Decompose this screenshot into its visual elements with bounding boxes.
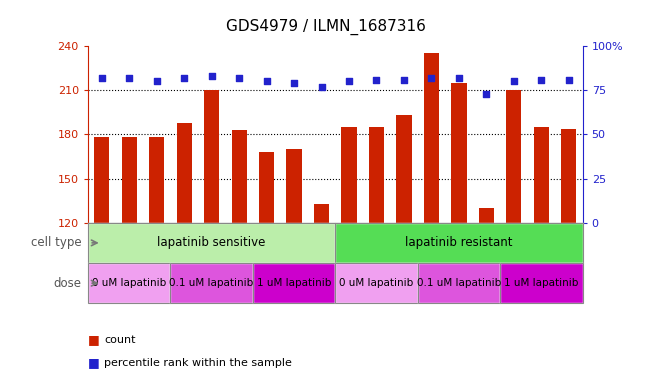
Text: GDS4979 / ILMN_1687316: GDS4979 / ILMN_1687316 — [225, 19, 426, 35]
Bar — [451, 83, 467, 223]
Bar — [88, 223, 335, 263]
Bar — [369, 127, 384, 223]
Text: 1 uM lapatinib: 1 uM lapatinib — [257, 278, 331, 288]
Text: cell type: cell type — [31, 237, 81, 249]
Bar — [335, 263, 418, 303]
Bar — [314, 204, 329, 223]
Bar — [88, 263, 171, 303]
Bar — [500, 263, 583, 303]
Bar — [149, 137, 164, 223]
Point — [96, 75, 107, 81]
Point — [152, 78, 162, 84]
Bar — [335, 263, 418, 303]
Bar — [418, 263, 500, 303]
Bar — [122, 137, 137, 223]
Bar — [176, 122, 191, 223]
Point — [399, 76, 409, 83]
Text: 1 uM lapatinib: 1 uM lapatinib — [505, 278, 579, 288]
Bar — [204, 90, 219, 223]
Bar — [335, 223, 583, 263]
Bar — [396, 115, 411, 223]
Text: count: count — [104, 335, 135, 345]
Bar — [259, 152, 274, 223]
Text: ■: ■ — [88, 356, 100, 369]
Point — [536, 76, 547, 83]
Bar — [335, 223, 583, 263]
Bar — [88, 263, 171, 303]
Bar — [88, 223, 335, 263]
Bar — [341, 127, 357, 223]
Bar — [286, 149, 301, 223]
Bar — [232, 130, 247, 223]
Point — [481, 91, 492, 97]
Text: dose: dose — [53, 277, 81, 290]
Point — [316, 84, 327, 90]
Bar — [561, 129, 577, 223]
Point — [344, 78, 354, 84]
Bar — [94, 137, 109, 223]
Point — [289, 80, 299, 86]
Point — [206, 73, 217, 79]
Point — [234, 75, 244, 81]
Point — [564, 76, 574, 83]
Bar — [171, 263, 253, 303]
Point — [261, 78, 271, 84]
Text: lapatinib sensitive: lapatinib sensitive — [158, 237, 266, 249]
Text: ■: ■ — [88, 333, 100, 346]
Bar — [253, 263, 335, 303]
Point — [426, 75, 437, 81]
Bar — [418, 263, 500, 303]
Point — [179, 75, 189, 81]
Bar — [506, 90, 521, 223]
Bar — [500, 263, 583, 303]
Text: percentile rank within the sample: percentile rank within the sample — [104, 358, 292, 368]
Point — [454, 75, 464, 81]
Text: 0.1 uM lapatinib: 0.1 uM lapatinib — [169, 278, 254, 288]
Bar — [171, 263, 253, 303]
Bar — [424, 53, 439, 223]
Bar — [253, 263, 335, 303]
Text: 0.1 uM lapatinib: 0.1 uM lapatinib — [417, 278, 501, 288]
Point — [124, 75, 134, 81]
Text: lapatinib resistant: lapatinib resistant — [405, 237, 513, 249]
Text: 0 uM lapatinib: 0 uM lapatinib — [92, 278, 166, 288]
Point — [508, 78, 519, 84]
Point — [371, 76, 381, 83]
Bar — [479, 208, 494, 223]
Text: 0 uM lapatinib: 0 uM lapatinib — [339, 278, 413, 288]
Bar — [534, 127, 549, 223]
